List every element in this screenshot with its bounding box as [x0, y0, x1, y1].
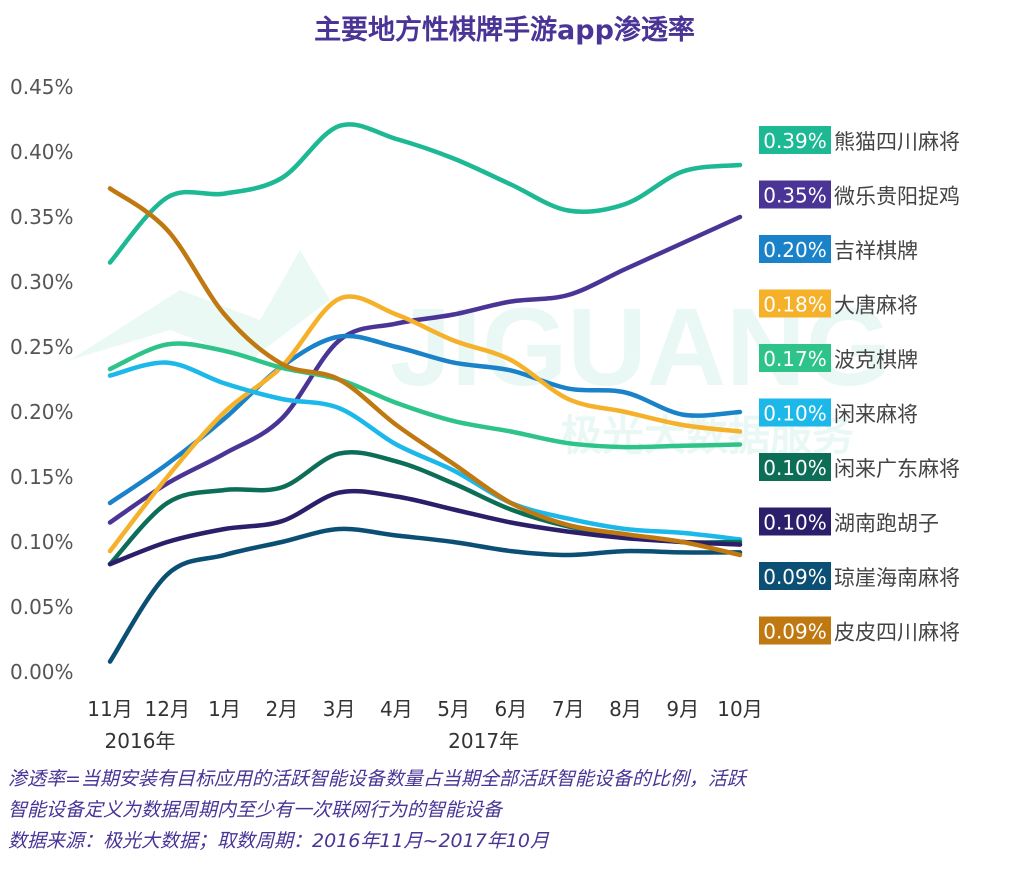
legend-name: 琼崖海南麻将: [834, 566, 960, 590]
x-tick-label: 12月: [145, 697, 190, 721]
x-year-label: 2017年: [448, 729, 519, 753]
legend-value: 0.10%: [763, 456, 827, 480]
series-line-9: [107, 186, 743, 558]
footnote: 渗透率=当期安装有目标应用的活跃智能设备数量占当期全部活跃智能设备的比例，活跃 …: [8, 764, 1003, 857]
footnote-source: 数据来源：极光大数据；取数周期：2016年11月~2017年10月: [8, 830, 549, 852]
legend-name: 皮皮四川麻将: [834, 621, 960, 645]
legend-name: 闲来麻将: [834, 403, 918, 427]
watermark-logo: [70, 250, 330, 360]
y-tick-label: 0.00%: [10, 660, 74, 684]
series-line-6: [107, 450, 743, 567]
legend-name: 微乐贵阳捉鸡: [834, 185, 960, 209]
x-tick-label: 11月: [87, 697, 132, 721]
x-tick-label: 5月: [437, 697, 470, 721]
legend-item: 0.20% 吉祥棋牌: [759, 235, 918, 263]
legend-value: 0.09%: [763, 620, 827, 644]
y-tick-label: 0.05%: [10, 595, 74, 619]
y-tick-label: 0.20%: [10, 400, 74, 424]
y-tick-label: 0.25%: [10, 335, 74, 359]
legend-value: 0.18%: [763, 293, 827, 317]
legend-value: 0.39%: [763, 129, 827, 153]
series-line-0: [107, 122, 743, 265]
footnote-definition-line2: 智能设备定义为数据周期内至少有一次联网行为的智能设备: [8, 799, 503, 821]
series-line-7: [107, 488, 743, 567]
x-tick-label: 4月: [380, 697, 413, 721]
series-line-3: [107, 294, 743, 554]
legend-name: 波克棋牌: [834, 348, 918, 372]
legend-item: 0.10% 闲来广东麻将: [759, 453, 960, 481]
legend-name: 闲来广东麻将: [834, 457, 960, 481]
x-tick-label: 3月: [323, 697, 356, 721]
legend-value: 0.10%: [763, 511, 827, 535]
legend-swatch: [759, 398, 831, 427]
legend-item: 0.35% 微乐贵阳捉鸡: [759, 180, 960, 209]
legend-name: 湖南跑胡子: [834, 512, 939, 536]
legend-swatch: [759, 126, 831, 154]
y-tick-label: 0.35%: [10, 205, 74, 229]
legend: 0.39% 熊猫四川麻将 0.35% 微乐贵阳捉鸡 0.20% 吉祥棋牌 0.18% 大唐麻将…: [759, 126, 960, 645]
legend-value: 0.09%: [763, 565, 827, 589]
series-line-2: [107, 333, 743, 506]
legend-name: 熊猫四川麻将: [834, 130, 960, 154]
legend-value: 0.10%: [763, 402, 827, 426]
y-tick-label: 0.30%: [10, 270, 74, 294]
legend-item: 0.39% 熊猫四川麻将: [759, 126, 960, 154]
y-tick-label: 0.10%: [10, 530, 74, 554]
legend-value: 0.20%: [763, 238, 827, 262]
legend-swatch: [759, 616, 831, 645]
x-tick-label: 1月: [208, 697, 241, 721]
legend-item: 0.10% 闲来麻将: [759, 398, 918, 427]
legend-swatch: [759, 562, 831, 590]
legend-swatch: [759, 235, 831, 263]
legend-item: 0.09% 琼崖海南麻将: [759, 562, 960, 590]
legend-value: 0.35%: [763, 184, 827, 208]
y-tick-label: 0.40%: [10, 140, 74, 164]
chart-area: JIGUANG 极光大数据服务 0.00%0.05%0.10%0.15%0.20…: [10, 75, 960, 753]
series-line-8: [107, 526, 743, 664]
legend-name: 大唐麻将: [834, 294, 918, 318]
x-tick-label: 8月: [609, 697, 642, 721]
series-line-1: [107, 214, 743, 525]
x-tick-label: 9月: [666, 697, 699, 721]
chart-title: 主要地方性棋牌手游app渗透率: [314, 15, 695, 46]
legend-swatch: [759, 507, 831, 536]
x-axis: 11月 12月 1月 2月 3月 4月 5月 6月 7月 8月 9月 10月 2016年 2017年: [87, 697, 762, 753]
legend-value: 0.17%: [763, 347, 827, 371]
legend-name: 吉祥棋牌: [834, 239, 918, 263]
legend-item: 0.09% 皮皮四川麻将: [759, 616, 960, 645]
x-year-label: 2016年: [105, 729, 176, 753]
legend-swatch: [759, 180, 831, 209]
y-axis: 0.00% 0.05% 0.10% 0.15% 0.20% 0.25% 0.30% 0.35%…: [10, 75, 74, 684]
legend-swatch: [759, 289, 831, 318]
x-tick-label: 10月: [717, 697, 762, 721]
legend-swatch: [759, 344, 831, 372]
y-tick-label: 0.15%: [10, 465, 74, 489]
legend-swatch: [759, 453, 831, 481]
series-lines: [107, 122, 743, 664]
legend-item: 0.10% 湖南跑胡子: [759, 507, 939, 536]
x-tick-label: 7月: [552, 697, 585, 721]
x-tick-label: 2月: [265, 697, 298, 721]
series-line-4: [107, 341, 743, 450]
series-line-5: [107, 360, 743, 542]
y-tick-label: 0.45%: [10, 75, 74, 99]
x-tick-label: 6月: [495, 697, 528, 721]
footnote-definition-line1: 渗透率=当期安装有目标应用的活跃智能设备数量占当期全部活跃智能设备的比例，活跃: [8, 768, 746, 790]
legend-item: 0.17% 波克棋牌: [759, 344, 918, 372]
legend-item: 0.18% 大唐麻将: [759, 289, 918, 318]
